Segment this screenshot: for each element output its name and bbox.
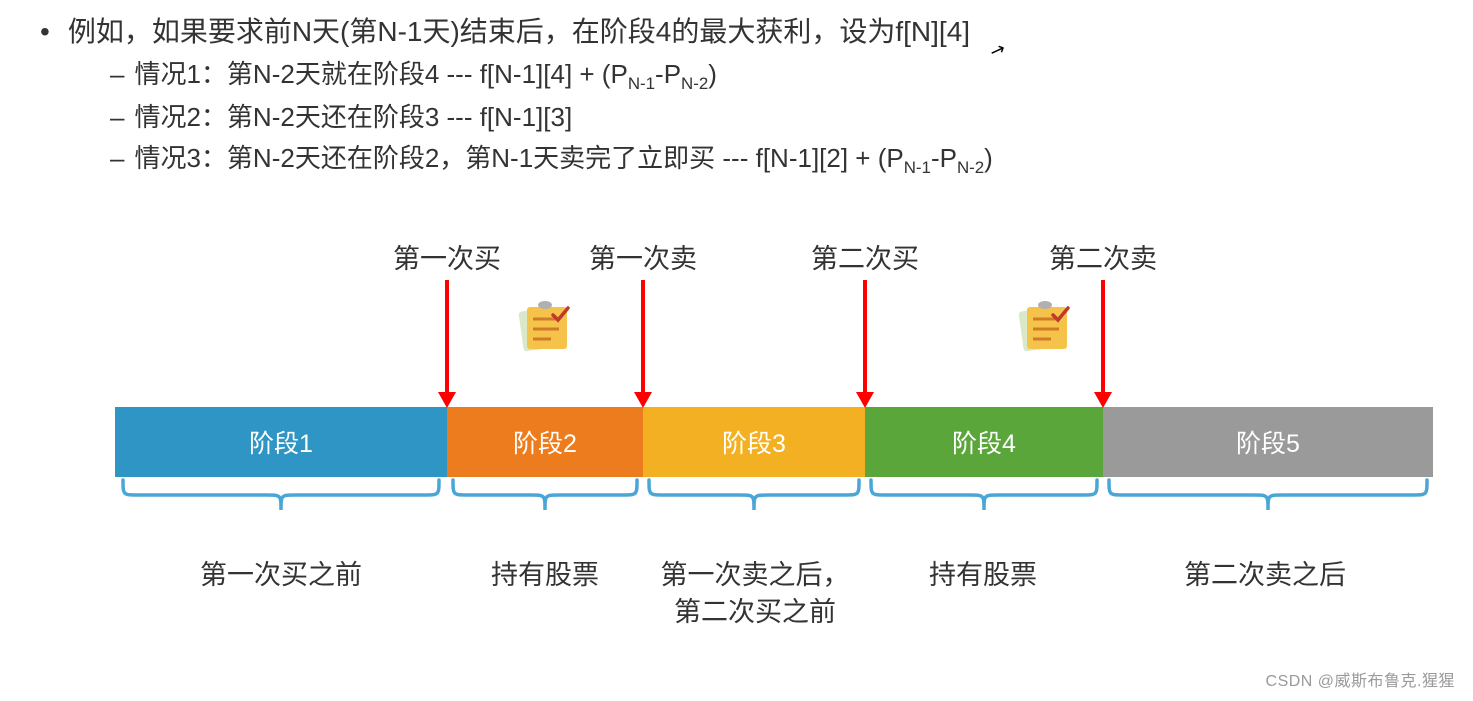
stage-diagram: 阶段1阶段2阶段3阶段4阶段5 第一次买 第一次卖 第二次买 第二次卖 第一次买之前 持… xyxy=(115,237,1445,657)
case-2-text: 情况2：第N-2天还在阶段3 --- f[N-1][3] xyxy=(134,97,572,137)
case3-mid: -P xyxy=(931,143,957,173)
case1-prefix: 情况1：第N-2天就在阶段4 --- f[N-1][4] + (P xyxy=(134,59,627,89)
case-3-text: 情况3：第N-2天还在阶段2，第N-1天卖完了立即买 --- f[N-1][2]… xyxy=(134,138,992,181)
brace-icon xyxy=(1106,477,1430,532)
arrow-down-icon xyxy=(863,280,867,406)
stage-block-5: 阶段5 xyxy=(1103,407,1433,477)
dash-icon: – xyxy=(110,138,124,178)
top-label-0: 第一次买 xyxy=(393,237,501,276)
stage-block-3: 阶段3 xyxy=(643,407,865,477)
arrow-down-icon xyxy=(445,280,449,406)
case-2-line: – 情况2：第N-2天还在阶段3 --- f[N-1][3] xyxy=(110,97,1433,137)
sub-list: – 情况1：第N-2天就在阶段4 --- f[N-1][4] + (PN-1-P… xyxy=(110,54,1433,181)
sticky-note-icon xyxy=(1015,299,1075,359)
brace-row xyxy=(115,477,1445,537)
stage-block-2: 阶段2 xyxy=(447,407,643,477)
case3-suffix: ) xyxy=(984,143,993,173)
case-1-text: 情况1：第N-2天就在阶段4 --- f[N-1][4] + (PN-1-PN-… xyxy=(134,54,716,97)
bottom-label-2: 第一次卖之后，第二次买之前 xyxy=(661,557,850,630)
top-label-3: 第二次卖 xyxy=(1049,237,1157,276)
bottom-label-1: 持有股票 xyxy=(491,557,599,593)
arrow-down-icon xyxy=(1101,280,1105,406)
case1-sub1: N-1 xyxy=(628,74,655,93)
dash-icon: – xyxy=(110,54,124,94)
case-1-line: – 情况1：第N-2天就在阶段4 --- f[N-1][4] + (PN-1-P… xyxy=(110,54,1433,97)
case3-prefix: 情况3：第N-2天还在阶段2，第N-1天卖完了立即买 --- f[N-1][2]… xyxy=(134,143,903,173)
stage-block-1: 阶段1 xyxy=(115,407,447,477)
top-label-2: 第二次买 xyxy=(811,237,919,276)
main-bullet-line: • 例如，如果要求前N天(第N-1天)结束后，在阶段4的最大获利，设为f[N][… xyxy=(40,10,1433,50)
brace-icon xyxy=(120,477,442,532)
main-bullet-text: 例如，如果要求前N天(第N-1天)结束后，在阶段4的最大获利，设为f[N][4] xyxy=(68,10,970,50)
stages-row: 阶段1阶段2阶段3阶段4阶段5 xyxy=(115,407,1433,477)
brace-icon xyxy=(646,477,862,532)
case1-mid: -P xyxy=(655,59,681,89)
text-content: • 例如，如果要求前N天(第N-1天)结束后，在阶段4的最大获利，设为f[N][… xyxy=(0,0,1473,667)
sticky-note-icon xyxy=(515,299,575,359)
brace-icon xyxy=(450,477,640,532)
case1-sub2: N-2 xyxy=(681,74,708,93)
bullet-icon: • xyxy=(40,18,50,46)
case3-sub1: N-1 xyxy=(904,158,931,177)
dash-icon: – xyxy=(110,97,124,137)
stage-block-4: 阶段4 xyxy=(865,407,1103,477)
watermark-text: CSDN @威斯布鲁克.猩猩 xyxy=(1266,667,1455,691)
bottom-label-4: 第二次卖之后 xyxy=(1184,557,1346,593)
brace-icon xyxy=(868,477,1100,532)
case-3-line: – 情况3：第N-2天还在阶段2，第N-1天卖完了立即买 --- f[N-1][… xyxy=(110,138,1433,181)
case1-suffix: ) xyxy=(708,59,717,89)
top-label-1: 第一次卖 xyxy=(589,237,697,276)
bottom-label-3: 持有股票 xyxy=(929,557,1037,593)
case3-sub2: N-2 xyxy=(957,158,984,177)
bottom-label-0: 第一次买之前 xyxy=(200,557,362,593)
arrow-down-icon xyxy=(641,280,645,406)
